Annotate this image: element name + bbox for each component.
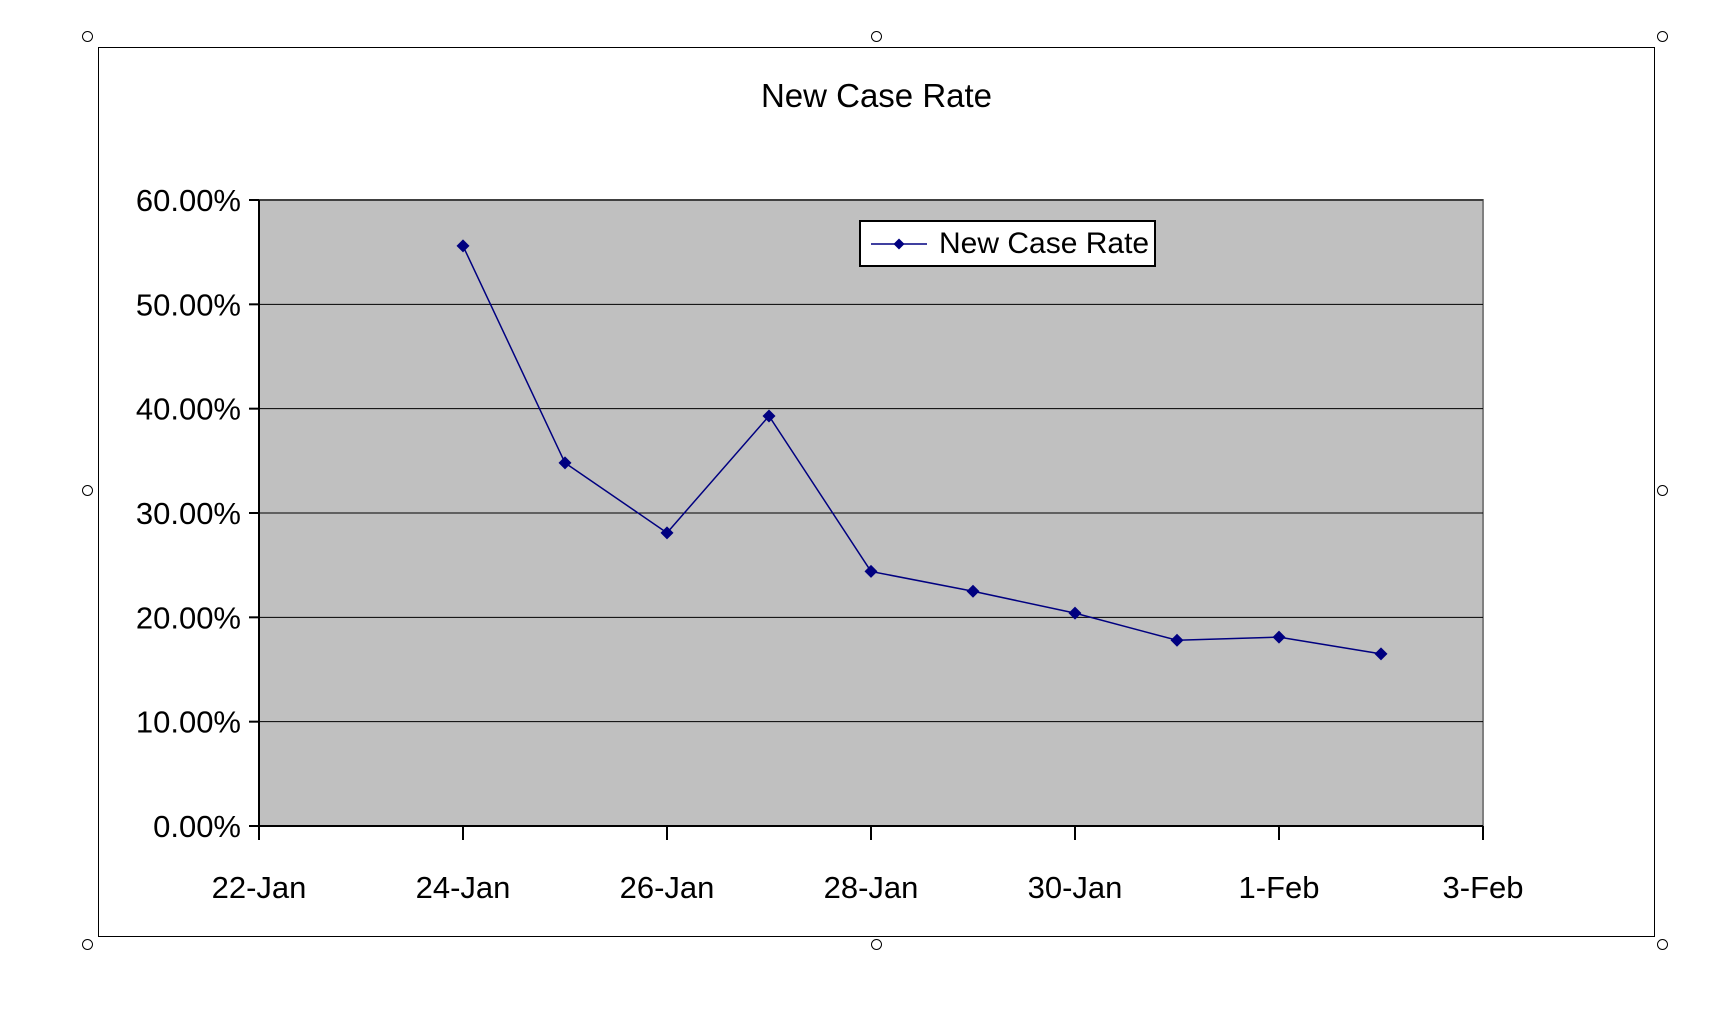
selection-handle-top-right[interactable] [1657,31,1668,42]
y-axis-tick-label[interactable]: 50.00% [136,287,241,322]
selection-handle-bottom-left[interactable] [82,939,93,950]
chart-object[interactable]: 0.00% 10.00% 20.00% 30.00% 40.00% 50.00% 60.00… [98,47,1655,937]
data-point-marker[interactable] [1374,647,1388,661]
y-axis-tick-label[interactable]: 30.00% [136,496,241,531]
data-point-marker[interactable] [1272,630,1286,644]
y-axis-tick-label[interactable]: 40.00% [136,392,241,427]
selection-handle-middle-left[interactable] [82,485,93,496]
selection-handle-middle-right[interactable] [1657,485,1668,496]
x-axis-tick-label[interactable]: 30-Jan [1028,870,1123,905]
data-point-marker[interactable] [762,409,776,423]
legend-series-label: New Case Rate [939,226,1150,260]
plot-svg[interactable]: 0.00% 10.00% 20.00% 30.00% 40.00% 50.00% 60.00… [99,48,1654,936]
selection-handle-top-center[interactable] [871,31,882,42]
data-point-marker[interactable] [966,584,980,598]
y-axis-tick-label[interactable]: 0.00% [153,809,241,844]
legend-line-diamond-icon [871,238,927,249]
data-point-marker[interactable] [1170,633,1184,647]
chart-title[interactable]: New Case Rate [760,77,993,114]
x-axis-tick-label[interactable]: 24-Jan [416,870,511,905]
data-point-marker[interactable] [864,564,878,578]
selection-handle-bottom-right[interactable] [1657,939,1668,950]
y-axis-tick-label[interactable]: 60.00% [136,183,241,218]
x-axis-tick-label[interactable]: 22-Jan [212,870,307,905]
selection-handle-bottom-center[interactable] [871,939,882,950]
selection-handle-top-left[interactable] [82,31,93,42]
x-axis-tick-label[interactable]: 1-Feb [1239,870,1320,905]
y-axis-tick-label[interactable]: 10.00% [136,705,241,740]
data-point-marker[interactable] [456,239,470,253]
series-line[interactable] [462,245,1382,655]
legend-marker-diamond [893,238,905,249]
data-point-marker[interactable] [660,526,674,540]
x-axis-tick-label[interactable]: 26-Jan [620,870,715,905]
x-axis-tick-label[interactable]: 28-Jan [824,870,919,905]
legend[interactable]: New Case Rate [859,220,1156,267]
x-axis-tick-label[interactable]: 3-Feb [1443,870,1524,905]
data-point-marker[interactable] [558,456,572,470]
data-point-marker[interactable] [1068,606,1082,620]
legend-series-marker-icon [870,234,928,254]
y-axis-tick-label[interactable]: 20.00% [136,600,241,635]
